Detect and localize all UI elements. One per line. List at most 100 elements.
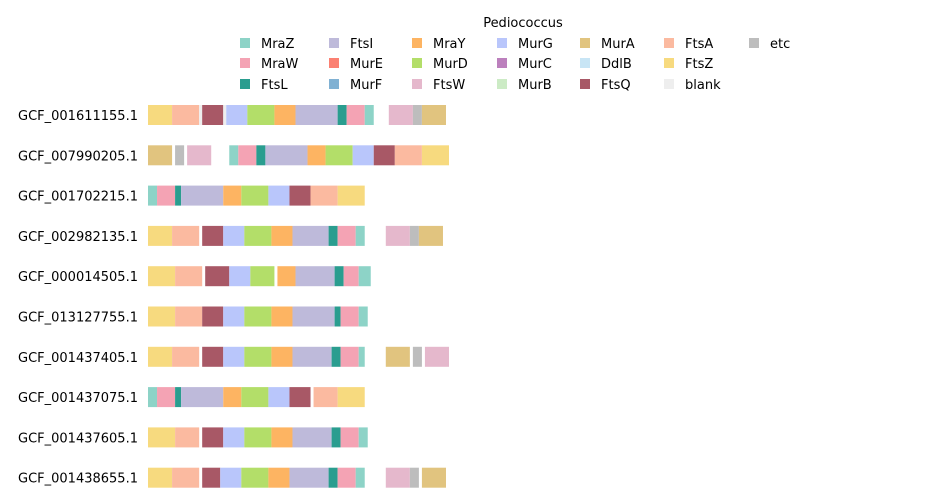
segment-etc bbox=[412, 105, 422, 125]
segment-ftsi bbox=[181, 185, 224, 206]
segment-mray bbox=[277, 266, 296, 287]
segment-ftsi bbox=[292, 427, 332, 448]
segment-murd bbox=[247, 105, 275, 125]
segment-mraw bbox=[157, 185, 176, 206]
legend-label-mura: MurA bbox=[601, 37, 635, 52]
segment-etc bbox=[175, 145, 185, 166]
legend-label-murb: MurB bbox=[518, 78, 552, 93]
segment-murg bbox=[220, 467, 242, 488]
segment-ftsi bbox=[292, 346, 332, 367]
row-gcf-001437075-1: GCF_001437075.1 bbox=[18, 387, 365, 408]
segment-etc bbox=[409, 467, 419, 488]
legend-entry-murg: MurG bbox=[497, 37, 553, 52]
segment-mray bbox=[271, 225, 293, 246]
legend-entry-ftsl: FtsL bbox=[240, 78, 288, 93]
segment-mraw bbox=[340, 427, 359, 448]
segment-mraw bbox=[337, 467, 356, 488]
row-gcf-001702215-1: GCF_001702215.1 bbox=[18, 185, 365, 206]
segment-mraz bbox=[355, 467, 365, 488]
segment-mraw bbox=[238, 145, 257, 166]
segment-ftsq bbox=[202, 467, 221, 488]
segment-ftsl bbox=[334, 306, 341, 327]
segment-mray bbox=[268, 467, 290, 488]
segment-murg bbox=[226, 105, 248, 125]
segment-ftsq bbox=[202, 105, 224, 125]
row-label: GCF_002982135.1 bbox=[18, 230, 138, 245]
segment-mraw bbox=[337, 225, 356, 246]
segment-ftsa bbox=[394, 145, 422, 166]
segment-murd bbox=[241, 185, 269, 206]
segment-murg bbox=[352, 145, 374, 166]
segment-mraw bbox=[157, 387, 176, 408]
legend-entry-ftsq: FtsQ bbox=[580, 78, 631, 93]
segment-mraw bbox=[346, 105, 365, 125]
segment-ftsa bbox=[172, 105, 200, 125]
segment-ftsl bbox=[256, 145, 266, 166]
segment-ftsw bbox=[385, 225, 410, 246]
legend-label-ftsa: FtsA bbox=[685, 37, 713, 52]
segment-mraz bbox=[148, 387, 158, 408]
segment-ftsq bbox=[202, 225, 224, 246]
legend-label-murg: MurG bbox=[518, 37, 553, 52]
row-gcf-001438655-1: GCF_001438655.1 bbox=[18, 467, 446, 488]
segment-ftsi bbox=[295, 105, 338, 125]
legend-entry-etc: etc bbox=[749, 37, 790, 52]
legend-swatch-mraw bbox=[240, 58, 250, 68]
row-gcf-001611155-1: GCF_001611155.1 bbox=[18, 105, 446, 125]
legend-entry-ddlb: DdlB bbox=[580, 57, 632, 72]
legend-swatch-ftsl bbox=[240, 79, 250, 89]
legend-entry-mray: MraY bbox=[412, 37, 466, 52]
row-gcf-000014505-1: GCF_000014505.1 bbox=[18, 266, 371, 287]
legend-entry-blank: blank bbox=[664, 78, 721, 93]
legend-entry-mraz: MraZ bbox=[240, 37, 295, 52]
segment-mraw bbox=[340, 346, 359, 367]
segment-mraz bbox=[358, 306, 368, 327]
legend-swatch-murc bbox=[497, 58, 507, 68]
legend-label-ftsw: FtsW bbox=[433, 78, 465, 93]
legend-label-ddlb: DdlB bbox=[601, 57, 632, 72]
segment-mraz bbox=[358, 266, 371, 287]
row-gcf-001437605-1: GCF_001437605.1 bbox=[18, 427, 368, 448]
segment-mray bbox=[223, 387, 242, 408]
segment-murd bbox=[241, 467, 269, 488]
segment-ftsl bbox=[331, 427, 341, 448]
row-label: GCF_001438655.1 bbox=[18, 472, 138, 487]
segment-murd bbox=[244, 427, 272, 448]
row-label: GCF_001437405.1 bbox=[18, 351, 138, 366]
segment-mraz bbox=[358, 427, 368, 448]
chart-rows: GCF_001611155.1 GCF_007990205.1 GCF_001702… bbox=[18, 105, 449, 488]
segment-ftsz bbox=[337, 185, 365, 206]
legend-entry-ftsa: FtsA bbox=[664, 37, 713, 52]
segment-ftsq bbox=[202, 346, 224, 367]
segment-ftsl bbox=[175, 185, 182, 206]
segment-murd bbox=[325, 145, 353, 166]
legend-entry-ftsi: FtsI bbox=[329, 37, 373, 52]
legend-swatch-ftsi bbox=[329, 38, 339, 48]
segment-ftsz bbox=[148, 427, 176, 448]
segment-mraz bbox=[229, 145, 239, 166]
legend-label-ftsl: FtsL bbox=[261, 78, 288, 93]
row-gcf-013127755-1: GCF_013127755.1 bbox=[18, 306, 368, 327]
segment-ftsl bbox=[334, 266, 344, 287]
legend-title: Pediococcus bbox=[483, 16, 563, 31]
segment-murd bbox=[244, 306, 272, 327]
legend-label-ftsi: FtsI bbox=[350, 37, 373, 52]
legend-swatch-ftsz bbox=[664, 58, 674, 68]
legend-swatch-etc bbox=[749, 38, 759, 48]
segment-etc bbox=[409, 225, 419, 246]
segment-mraz bbox=[148, 185, 158, 206]
segment-ftsw bbox=[388, 105, 413, 125]
segment-mray bbox=[271, 427, 293, 448]
legend-swatch-mure bbox=[329, 58, 339, 68]
segment-mray bbox=[307, 145, 326, 166]
segment-ftsw bbox=[385, 467, 410, 488]
row-label: GCF_001437605.1 bbox=[18, 431, 138, 446]
legend-swatch-mraz bbox=[240, 38, 250, 48]
legend-swatch-murg bbox=[497, 38, 507, 48]
legend-swatch-mray bbox=[412, 38, 422, 48]
segment-ftsz bbox=[148, 266, 176, 287]
segment-murd bbox=[244, 346, 272, 367]
segment-ftsi bbox=[292, 225, 329, 246]
segment-murg bbox=[223, 225, 245, 246]
segment-murg bbox=[223, 427, 245, 448]
